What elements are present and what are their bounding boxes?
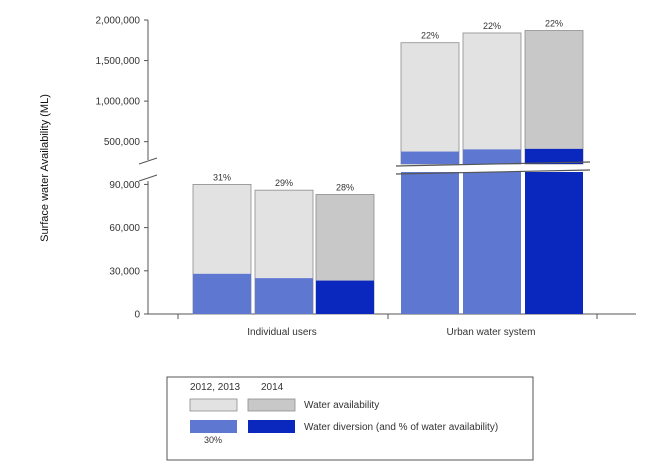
legend-box: [166, 376, 534, 461]
bar-break-line: [395, 169, 591, 175]
legend-label-availability: Water availability: [304, 400, 379, 411]
y-tick-label-upper: 500,000: [104, 137, 141, 148]
bar-water-diversion: [316, 280, 374, 314]
legend-swatch-availability-2014: [247, 398, 296, 412]
y-tick-label-lower: 0: [134, 310, 140, 321]
bar-water-diversion: [525, 172, 583, 314]
bar-water-diversion: [525, 148, 583, 164]
y-tick-label-lower: 60,000: [109, 223, 140, 234]
bar-water-diversion: [463, 149, 521, 164]
bar-water-availability: [400, 42, 460, 165]
bar-water-availability: [462, 32, 522, 165]
bar-water-diversion: [255, 278, 313, 314]
percent-label: 22%: [483, 21, 501, 31]
percent-label: 22%: [421, 31, 439, 41]
y-tick-label-upper: 1,500,000: [96, 56, 141, 67]
bar-water-availability: [524, 30, 584, 165]
y-tick-label-upper: 2,000,000: [96, 16, 141, 27]
percent-label: 22%: [545, 19, 563, 29]
category-label: Individual users: [247, 327, 316, 338]
category-label: Urban water system: [447, 327, 536, 338]
legend-swatch-diversion-2012-2013: [190, 420, 237, 433]
legend-header-2014: 2014: [261, 382, 284, 393]
y-axis-label: Surface water Availability (ML): [39, 94, 51, 242]
bar-break-line: [395, 161, 591, 167]
bar-water-diversion: [193, 273, 251, 314]
axis-break-mark: [138, 157, 158, 165]
bar-water-diversion: [463, 172, 521, 314]
bar-water-diversion: [401, 151, 459, 164]
legend-swatch-availability-2012-2013: [189, 398, 238, 412]
axis-break-mark: [138, 174, 158, 182]
legend-label-diversion: Water diversion (and % of water availabi…: [304, 422, 498, 433]
y-tick-label-upper: 1,000,000: [96, 97, 141, 108]
legend-example-percent: 30%: [204, 435, 222, 445]
percent-label: 29%: [275, 178, 293, 188]
bar-water-diversion: [401, 172, 459, 314]
legend-header-2012-2013: 2012, 2013: [190, 382, 240, 393]
legend-swatch-diversion-2014: [248, 420, 295, 433]
percent-label: 28%: [336, 182, 354, 192]
y-tick-label-lower: 30,000: [109, 266, 140, 277]
percent-label: 31%: [213, 172, 231, 182]
y-tick-label-lower: 90,000: [109, 180, 140, 191]
